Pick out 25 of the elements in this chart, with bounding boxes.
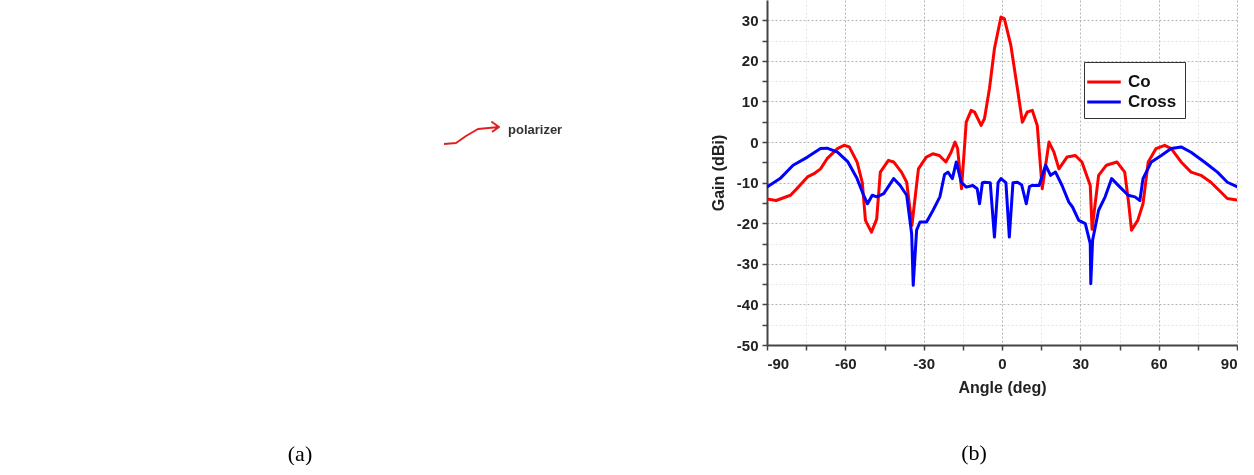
text: (b) — [961, 440, 987, 465]
y-tick-label: 20 — [741, 52, 759, 70]
x-tick-label: 30 — [1072, 354, 1090, 372]
y-tick-label: -50 — [736, 336, 759, 354]
text: (a) — [287, 441, 313, 466]
legend-label: Cross — [1128, 92, 1177, 111]
x-axis-title: Angle (deg) — [958, 378, 1047, 396]
y-tick-label: -10 — [736, 174, 759, 192]
y-tick-label: -40 — [736, 295, 759, 313]
line-series — [767, 145, 1237, 287]
line-series — [767, 15, 1237, 234]
x-tick-label: 0 — [998, 354, 1007, 372]
text: polarizer — [508, 122, 563, 137]
x-tick-label: -90 — [767, 354, 790, 372]
x-tick-label: -60 — [834, 354, 857, 372]
x-tick-label: 60 — [1150, 354, 1168, 372]
y-tick-label: -30 — [736, 255, 759, 273]
y-tick-label: 10 — [741, 92, 759, 110]
legend-label: Co — [1128, 72, 1151, 91]
y-tick-label: 30 — [741, 11, 759, 29]
y-tick-label: -20 — [736, 214, 759, 232]
y-tick-label: 0 — [750, 133, 759, 151]
x-tick-label: -30 — [913, 354, 936, 372]
y-axis-title: Gain (dBi) — [709, 134, 727, 212]
x-tick-label: 90 — [1220, 354, 1238, 372]
